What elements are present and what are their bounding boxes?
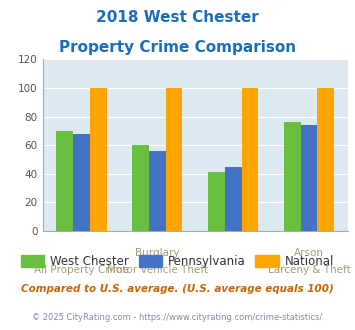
Bar [166,88,182,231]
Bar [208,172,225,231]
Bar [225,167,241,231]
Bar [90,88,106,231]
Bar [284,122,301,231]
Text: Compared to U.S. average. (U.S. average equals 100): Compared to U.S. average. (U.S. average … [21,284,334,294]
Text: Arson: Arson [294,248,324,258]
Text: © 2025 CityRating.com - https://www.cityrating.com/crime-statistics/: © 2025 CityRating.com - https://www.city… [32,314,323,322]
Text: Larceny & Theft: Larceny & Theft [268,265,350,275]
Text: Property Crime Comparison: Property Crime Comparison [59,40,296,54]
Bar [73,134,90,231]
Bar [56,131,73,231]
Text: Motor Vehicle Theft: Motor Vehicle Theft [107,265,208,275]
Text: All Property Crime: All Property Crime [34,265,129,275]
Text: Burglary: Burglary [135,248,180,258]
Bar [132,145,149,231]
Legend: West Chester, Pennsylvania, National: West Chester, Pennsylvania, National [16,250,339,273]
Bar [301,125,317,231]
Text: 2018 West Chester: 2018 West Chester [96,10,259,25]
Bar [149,151,166,231]
Bar [241,88,258,231]
Bar [317,88,334,231]
